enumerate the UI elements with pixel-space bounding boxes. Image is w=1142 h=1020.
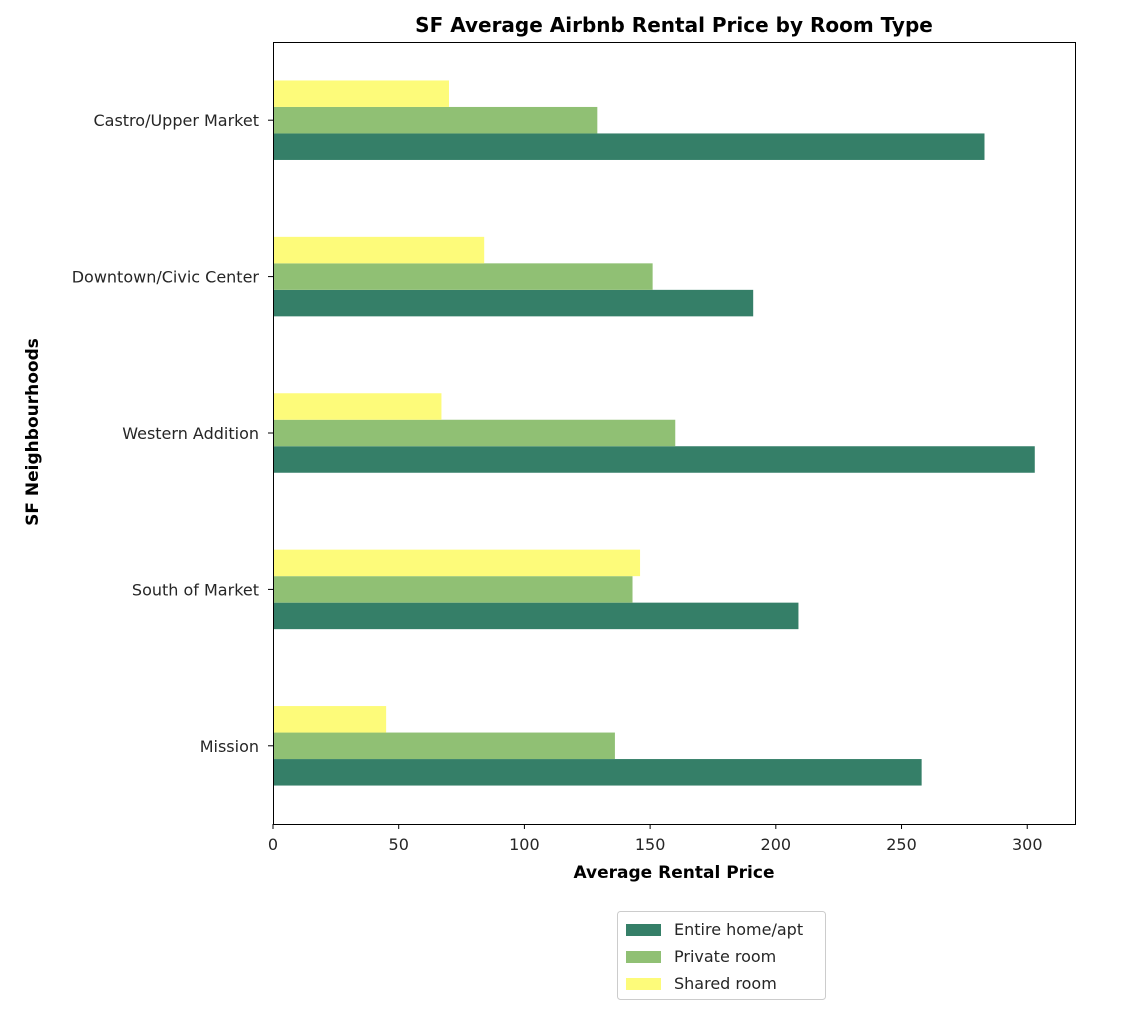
bar-entire-home-apt-castro-upper-market — [273, 133, 985, 160]
bar-shared-room-castro-upper-market — [273, 80, 449, 107]
bar-shared-room-mission — [273, 706, 387, 733]
bars-group — [273, 80, 1035, 786]
bar-shared-room-western-addition — [273, 393, 442, 420]
x-tick-label-200: 200 — [761, 835, 792, 854]
bar-entire-home-apt-downtown-civic-center — [273, 289, 754, 317]
x-axis-ticks: 0 50 100 150 200 250 300 — [268, 824, 1043, 854]
x-tick-label-50: 50 — [389, 835, 409, 854]
x-tick-label-100: 100 — [509, 835, 540, 854]
y-tick-label-western-addition: Western Addition — [122, 424, 259, 443]
bar-private-room-western-addition — [273, 419, 676, 447]
x-tick-label-150: 150 — [635, 835, 666, 854]
x-tick-label-250: 250 — [886, 835, 917, 854]
legend: Entire home/apt Private room Shared room — [617, 911, 826, 1000]
y-tick-label-south-of-market: South of Market — [132, 580, 259, 599]
x-tick-label-0: 0 — [268, 835, 278, 854]
y-tick-label-mission: Mission — [200, 737, 259, 756]
x-tick-label-300: 300 — [1012, 835, 1043, 854]
bar-private-room-castro-upper-market — [273, 106, 598, 134]
y-tick-label-castro-upper-market: Castro/Upper Market — [93, 111, 259, 130]
legend-swatch-entire-home-apt — [626, 924, 661, 936]
legend-box — [617, 911, 826, 1000]
bar-private-room-south-of-market — [273, 576, 633, 603]
bar-private-room-downtown-civic-center — [273, 263, 653, 290]
legend-label-entire-home-apt: Entire home/apt — [674, 920, 803, 939]
bar-private-room-mission — [273, 732, 615, 760]
chart-title: SF Average Airbnb Rental Price by Room T… — [415, 13, 933, 37]
y-axis-ticks: Castro/Upper Market Downtown/Civic Center… — [72, 111, 273, 756]
y-tick-label-downtown-civic-center: Downtown/Civic Center — [72, 268, 260, 287]
plot-frame — [273, 42, 1076, 825]
bar-shared-room-downtown-civic-center — [273, 236, 485, 264]
x-axis-label: Average Rental Price — [574, 863, 775, 883]
bar-entire-home-apt-western-addition — [273, 446, 1035, 473]
bar-entire-home-apt-mission — [273, 759, 922, 786]
bar-shared-room-south-of-market — [273, 549, 641, 577]
legend-swatch-private-room — [626, 951, 661, 963]
legend-swatch-shared-room — [626, 978, 661, 990]
bar-entire-home-apt-south-of-market — [273, 602, 799, 630]
legend-label-private-room: Private room — [674, 947, 776, 966]
legend-label-shared-room: Shared room — [674, 974, 777, 993]
y-axis-label: SF Neighbourhoods — [23, 338, 43, 526]
